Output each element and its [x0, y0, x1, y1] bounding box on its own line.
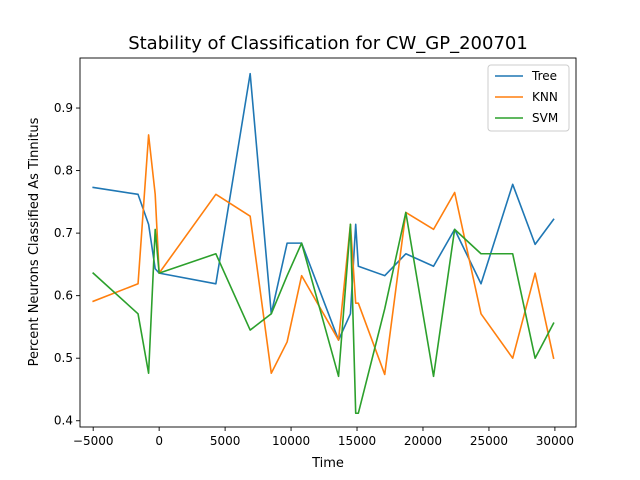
x-tick-label: 5000	[210, 434, 241, 448]
x-axis-label: Time	[311, 456, 344, 471]
chart-title: Stability of Classification for CW_GP_20…	[128, 33, 528, 54]
series-layer	[92, 72, 555, 415]
y-tick-label: 0.8	[54, 164, 73, 178]
x-tick-label: 20000	[404, 434, 442, 448]
axes-layer: −5000 0 5000 10000 15000 20000 25000 30000 0.4 0.…	[54, 57, 577, 448]
x-tick-label: 30000	[536, 434, 574, 448]
axes-frame	[79, 57, 577, 428]
series-line-knn	[92, 134, 555, 376]
legend-label-svm: SVM	[532, 111, 558, 125]
x-tick-label: 15000	[338, 434, 376, 448]
y-tick-label: 0.7	[54, 226, 73, 240]
y-tick-label: 0.6	[54, 289, 73, 303]
x-tick-label: 10000	[272, 434, 310, 448]
y-tick-label: 0.9	[54, 101, 73, 115]
x-tick-label: 0	[155, 434, 163, 448]
x-tick-label: −5000	[73, 434, 114, 448]
series-line-svm	[92, 211, 555, 415]
y-axis-label: Percent Neurons Classified As Tinnitus	[27, 117, 42, 366]
y-tick-label: 0.5	[54, 351, 73, 365]
legend-label-tree: Tree	[531, 69, 557, 83]
y-tick-label: 0.4	[54, 414, 73, 428]
legend: Tree KNN SVM	[487, 64, 570, 132]
x-tick-label: 25000	[470, 434, 508, 448]
legend-box	[487, 64, 570, 132]
legend-label-knn: KNN	[532, 90, 558, 104]
